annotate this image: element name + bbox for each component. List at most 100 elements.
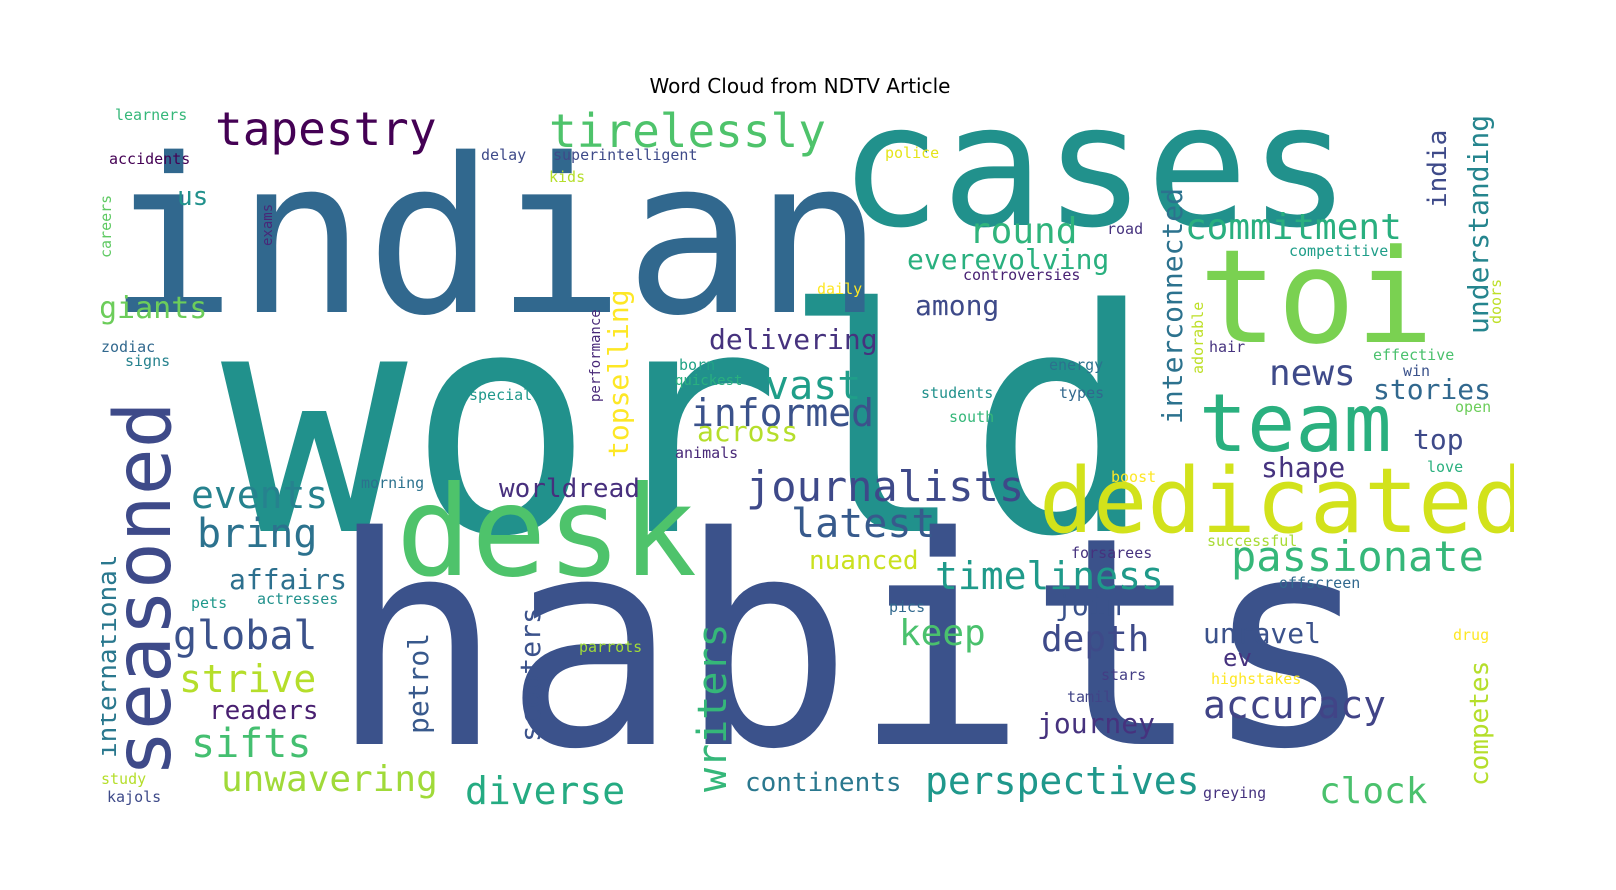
word-continents: continents [745,768,902,798]
word-careers: careers [101,194,115,258]
word-affairs: affairs [229,563,348,596]
word-round: round [969,211,1078,252]
word-habits: habits [329,476,1377,813]
word-south: south [949,408,995,426]
word-exams: exams [260,203,276,246]
word-successful: successful [1207,532,1298,550]
word-delay: delay [481,146,527,164]
word-kajols: kajols [107,788,162,806]
word-boost: boost [1111,468,1157,486]
word-passionate: passionate [1231,532,1484,581]
word-study: study [101,770,147,788]
word-accuracy: accuracy [1203,683,1387,727]
word-world: world [221,244,1155,605]
word-perspectives: perspectives [925,759,1200,803]
word-news: news [1269,353,1356,394]
word-keep: keep [899,613,986,654]
word-shape: shape [1261,451,1346,484]
word-students: students [921,384,994,402]
word-ev: ev [1223,644,1252,672]
word-pics: pics [889,598,926,616]
word-delivering: delivering [709,323,878,356]
word-join: join [1055,589,1123,622]
word-top: top [1413,423,1464,456]
word-global: global [173,613,318,659]
word-cases: cases [839,102,1351,266]
word-quickest: quickest [675,373,743,389]
word-competitive: competitive [1289,242,1389,260]
word-nuanced: nuanced [809,546,919,576]
word-tapestry: tapestry [215,102,437,156]
word-tamil: tamil [1067,688,1113,706]
word-signs: signs [125,352,171,370]
word-highstakes: highstakes [1211,670,1302,688]
word-adorable: adorable [1189,301,1207,374]
word-dedicated: dedicated [1039,449,1514,554]
word-open: open [1455,398,1492,416]
word-accidents: accidents [109,150,191,168]
word-doors: doors [1487,278,1505,324]
word-tirelessly: tirelessly [549,104,826,158]
word-zodiac: zodiac [101,338,156,356]
word-journey: journey [1037,707,1156,740]
word-drug: drug [1453,626,1490,644]
word-energy: energy [1049,356,1104,374]
word-across: across [697,415,799,448]
word-giants: giants [101,291,208,326]
word-informed: informed [691,391,875,435]
word-readers: readers [209,696,319,726]
word-scooters: scooters [514,607,547,742]
word-everevolving: everevolving [907,243,1110,276]
word-strive: strive [179,657,317,701]
word-hair: hair [1209,338,1246,356]
word-team: team [1199,377,1392,470]
word-events: events [191,473,329,517]
word-toi: toi [1199,221,1434,373]
word-kids: kids [549,168,586,186]
word-controversies: controversies [963,266,1081,284]
word-daily: daily [817,280,863,298]
word-bring: bring [197,511,318,557]
word-clock: clock [1319,771,1428,812]
word-morning: morning [361,474,425,492]
word-petrol: petrol [402,632,435,734]
word-journalists: journalists [746,462,1025,511]
word-actresses: actresses [257,590,339,608]
word-among: among [915,289,1000,322]
word-timeliness: timeliness [935,554,1164,598]
word-special: special [469,386,533,404]
word-performance: performance [588,309,604,402]
word-sifts: sifts [191,721,312,767]
word-topselling: topselling [602,289,635,458]
word-offscreen: offscreen [1279,574,1361,592]
word-depth: depth [1041,619,1150,660]
word-vast: vast [765,363,862,409]
word-cloud: world habits indian cases desk toi dedicated se… [101,102,1514,821]
word-us: us [177,182,209,212]
word-police: police [885,144,940,162]
word-superintelligent: superintelligent [553,146,698,164]
word-born: born [679,356,716,374]
word-latest: latest [791,501,936,547]
word-desk: desk [396,460,698,605]
word-parrots: parrots [579,638,643,656]
word-learners: learners [115,106,188,124]
word-animals: animals [675,444,739,462]
word-writers: writers [690,623,736,792]
word-unravel: unravel [1203,617,1322,650]
word-win: win [1403,362,1431,380]
word-forsarees: forsarees [1071,544,1153,562]
word-greying: greying [1203,784,1267,802]
word-types: types [1059,384,1105,402]
word-worldread: worldread [499,474,640,504]
word-international: international [101,554,123,759]
word-pets: pets [191,594,228,612]
word-effective: effective [1373,346,1455,364]
word-india: india [1423,129,1453,208]
word-love: love [1427,458,1464,476]
word-stories: stories [1373,373,1492,406]
word-interconnected: interconnected [1156,187,1189,424]
word-stars: stars [1101,666,1147,684]
word-diverse: diverse [465,769,626,813]
